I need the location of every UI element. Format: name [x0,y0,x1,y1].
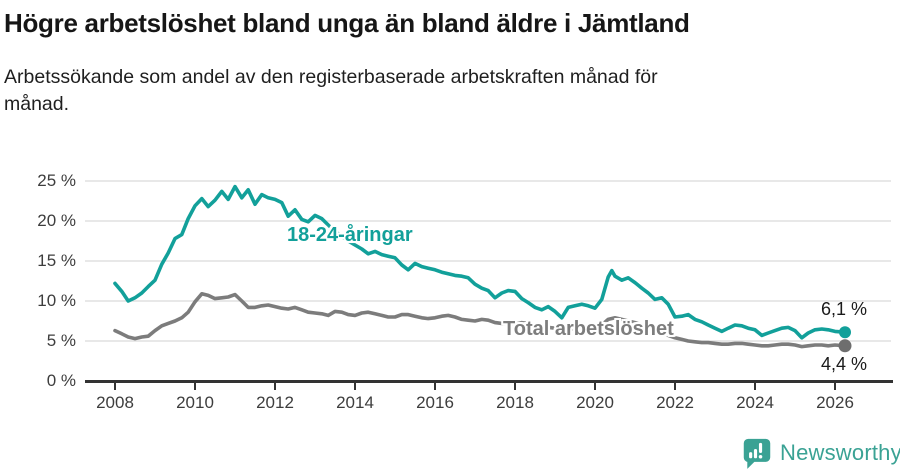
end-value-label-total: 4,4 % [820,354,867,374]
x-tick-label: 2024 [736,393,774,412]
series-label-youth: 18-24-åringar [287,224,413,246]
logo-exclamation-bar [758,442,763,453]
x-tick-label: 2022 [656,393,694,412]
x-tick-label: 2026 [816,393,854,412]
x-tick-label: 2020 [576,393,614,412]
y-tick-label: 20 % [37,211,76,230]
y-tick-label: 15 % [37,251,76,270]
y-tick-label: 5 % [46,331,76,350]
chart-subtitle-line-2: månad. [4,93,70,115]
x-tick-label: 2012 [256,393,294,412]
logo-exclamation-dot [758,454,763,459]
y-tick-label: 10 % [37,291,76,310]
brand-footer: Newsworthy [742,436,900,470]
x-tick-label: 2016 [416,393,454,412]
youth-end-dot [839,326,851,339]
total-end-dot [838,339,852,353]
logo-bar-2 [753,449,758,459]
y-tick-label: 0 % [46,371,76,390]
page-title: Högre arbetslöshet bland unga än bland ä… [4,8,690,38]
series-label-total: Total arbetslöshet [503,318,674,340]
chart-subtitle: Arbetssökande som andel av den registerb… [4,64,658,118]
x-tick-label: 2008 [96,393,134,412]
end-value-label-youth: 6,1 % [820,299,867,319]
youth-line [113,184,847,340]
y-tick-label: 25 % [37,171,76,190]
newsworthy-logo-icon [743,438,771,469]
x-tick-label: 2018 [496,393,534,412]
x-tick-label: 2014 [336,393,374,412]
brand-name: Newsworthy [780,440,900,465]
chart-subtitle-line-1: Arbetssökande som andel av den registerb… [4,66,658,88]
total-line [113,291,847,349]
logo-bar-1 [749,452,753,459]
x-tick-label: 2010 [176,393,214,412]
